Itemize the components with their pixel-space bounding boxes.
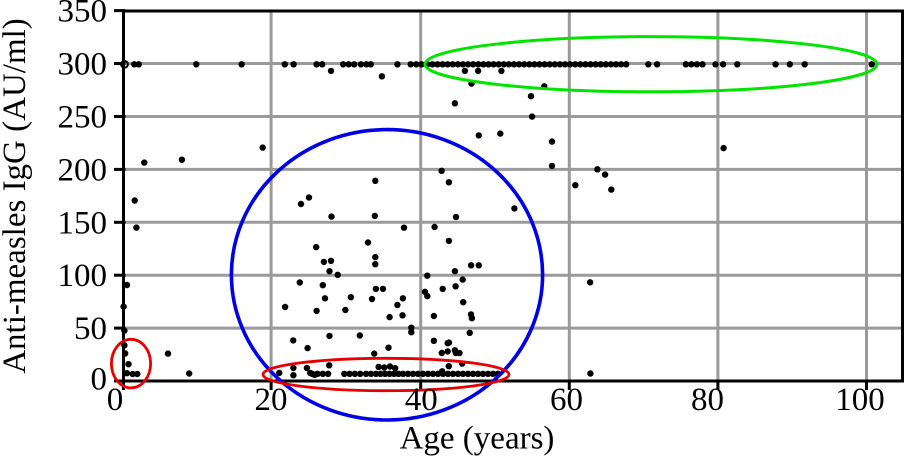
svg-text:0: 0 — [91, 361, 108, 397]
svg-text:20: 20 — [255, 382, 288, 418]
svg-text:350: 350 — [58, 0, 108, 30]
svg-text:200: 200 — [58, 152, 108, 188]
svg-text:40: 40 — [405, 382, 438, 418]
svg-text:300: 300 — [58, 47, 108, 83]
svg-text:60: 60 — [550, 382, 583, 418]
svg-text:0: 0 — [107, 382, 124, 418]
svg-text:50: 50 — [74, 311, 107, 347]
svg-text:Anti-measles IgG (AU/ml): Anti-measles IgG (AU/ml) — [0, 18, 33, 374]
svg-text:150: 150 — [58, 205, 108, 241]
svg-text:100: 100 — [835, 382, 885, 418]
svg-text:250: 250 — [58, 100, 108, 136]
svg-text:80: 80 — [691, 382, 724, 418]
svg-text:100: 100 — [58, 258, 108, 294]
svg-text:Age (years): Age (years) — [400, 421, 555, 457]
